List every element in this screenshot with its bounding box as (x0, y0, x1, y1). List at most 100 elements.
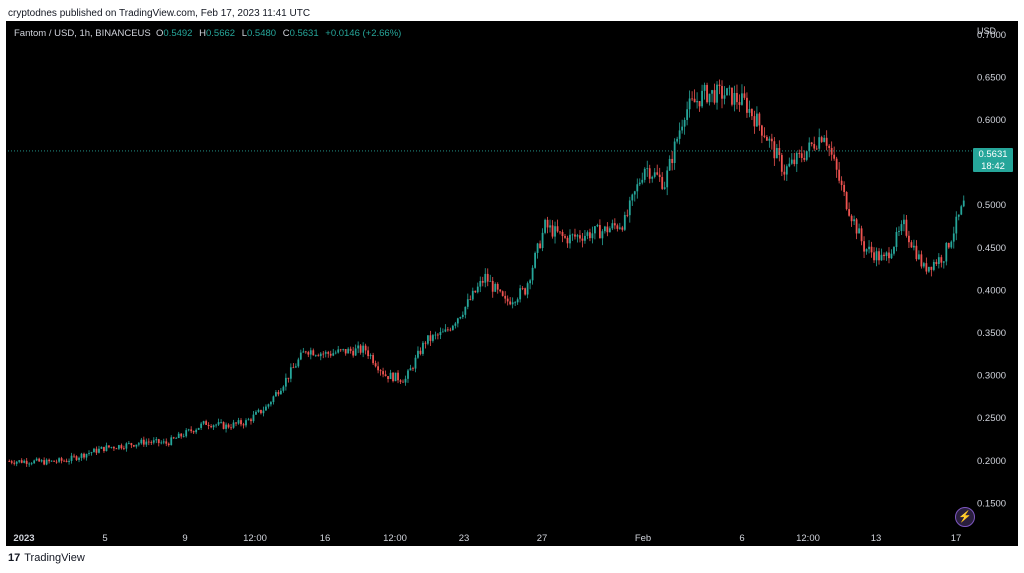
candle-body (723, 95, 726, 99)
candle-body (8, 461, 11, 462)
candle-body (83, 453, 85, 458)
candle-body (743, 93, 746, 98)
candle-body (237, 420, 240, 424)
candle-body (539, 243, 541, 249)
candle-body (78, 457, 80, 460)
candle-body (407, 370, 409, 379)
candle-body (554, 226, 556, 237)
candle-body (516, 299, 519, 303)
candle-body (20, 460, 23, 463)
candle-body (541, 232, 544, 249)
candle-body (798, 153, 801, 154)
candle-body (678, 130, 681, 139)
candle-body (255, 411, 257, 415)
candle-body (53, 460, 56, 462)
candle-body (942, 261, 945, 263)
candle-body (618, 227, 621, 229)
lightning-icon[interactable]: ⚡ (955, 507, 975, 527)
candle-body (397, 372, 399, 381)
candle-body (55, 461, 58, 463)
legend-high-label: H (199, 28, 206, 39)
candle-body (706, 84, 708, 103)
candle-body (197, 427, 200, 430)
candle-body (638, 182, 641, 185)
candle-body (728, 87, 731, 89)
candle-body (322, 353, 325, 355)
candle-body (496, 283, 499, 290)
candle-body (217, 422, 220, 425)
candle-body (481, 280, 484, 283)
x-tick-label: 5 (102, 533, 107, 544)
candle-body (947, 243, 950, 248)
candle-body (484, 273, 487, 283)
last-price-value: 0.5631 (978, 149, 1008, 160)
candle-body (546, 219, 549, 228)
candle-body (511, 302, 514, 305)
candle-body (232, 422, 235, 428)
candle-body (883, 254, 885, 257)
candle-body (703, 84, 706, 91)
candle-body (43, 460, 46, 465)
candle-body (75, 456, 78, 460)
published-header: cryptodnes published on TradingView.com,… (8, 8, 311, 19)
candle-body (275, 392, 277, 397)
candle-body (828, 145, 831, 148)
candle-body (698, 101, 701, 107)
candle-body (180, 433, 183, 437)
candle-body (50, 460, 53, 462)
candle-body (773, 141, 776, 159)
candle-body (98, 448, 100, 453)
candle-body (200, 423, 203, 428)
candle-body (688, 98, 691, 110)
candle-body (215, 424, 217, 426)
candle-body (561, 231, 564, 237)
x-tick-label: 6 (739, 533, 744, 544)
candle-body (751, 108, 753, 117)
candle-body (150, 442, 153, 443)
candle-body (118, 445, 120, 449)
candle-body (464, 306, 467, 315)
candle-body (63, 460, 65, 462)
candle-body (840, 180, 843, 185)
candle-body (880, 254, 883, 261)
y-tick-label: 0.5000 (977, 200, 1006, 211)
candle-body (152, 440, 155, 443)
candle-body (763, 135, 766, 137)
candle-body (808, 142, 811, 152)
candle-body (529, 280, 532, 284)
last-price-tag: 0.5631 18:42 (973, 148, 1013, 172)
candle-body (347, 348, 350, 354)
candle-body (521, 288, 524, 290)
candle-body (621, 227, 624, 230)
candle-body (628, 200, 631, 216)
candle-body (93, 448, 95, 453)
candle-body (616, 225, 619, 229)
candle-body (598, 225, 601, 239)
candle-body (449, 329, 452, 331)
candle-body (427, 335, 429, 344)
chart-area[interactable] (6, 21, 1018, 546)
candle-body (875, 251, 878, 261)
candle-body (544, 219, 546, 233)
candle-body (73, 455, 75, 457)
candle-body (284, 377, 287, 387)
candle-body (272, 396, 275, 403)
candle-body (895, 231, 898, 247)
candle-body (404, 378, 407, 383)
candle-body (748, 108, 751, 113)
candle-body (927, 266, 930, 272)
candle-body (653, 172, 656, 177)
candle-body (825, 137, 828, 146)
legend-close-label: C (282, 28, 290, 39)
candle-body (783, 171, 786, 175)
candle-body (352, 350, 355, 356)
candle-body (135, 444, 138, 447)
candle-body (377, 366, 379, 371)
candle-body (45, 459, 48, 465)
candle-body (499, 289, 502, 292)
candle-body (372, 355, 375, 364)
candle-body (733, 92, 736, 105)
candle-body (756, 113, 758, 127)
candle-body (671, 158, 674, 164)
candle-body (10, 461, 13, 463)
